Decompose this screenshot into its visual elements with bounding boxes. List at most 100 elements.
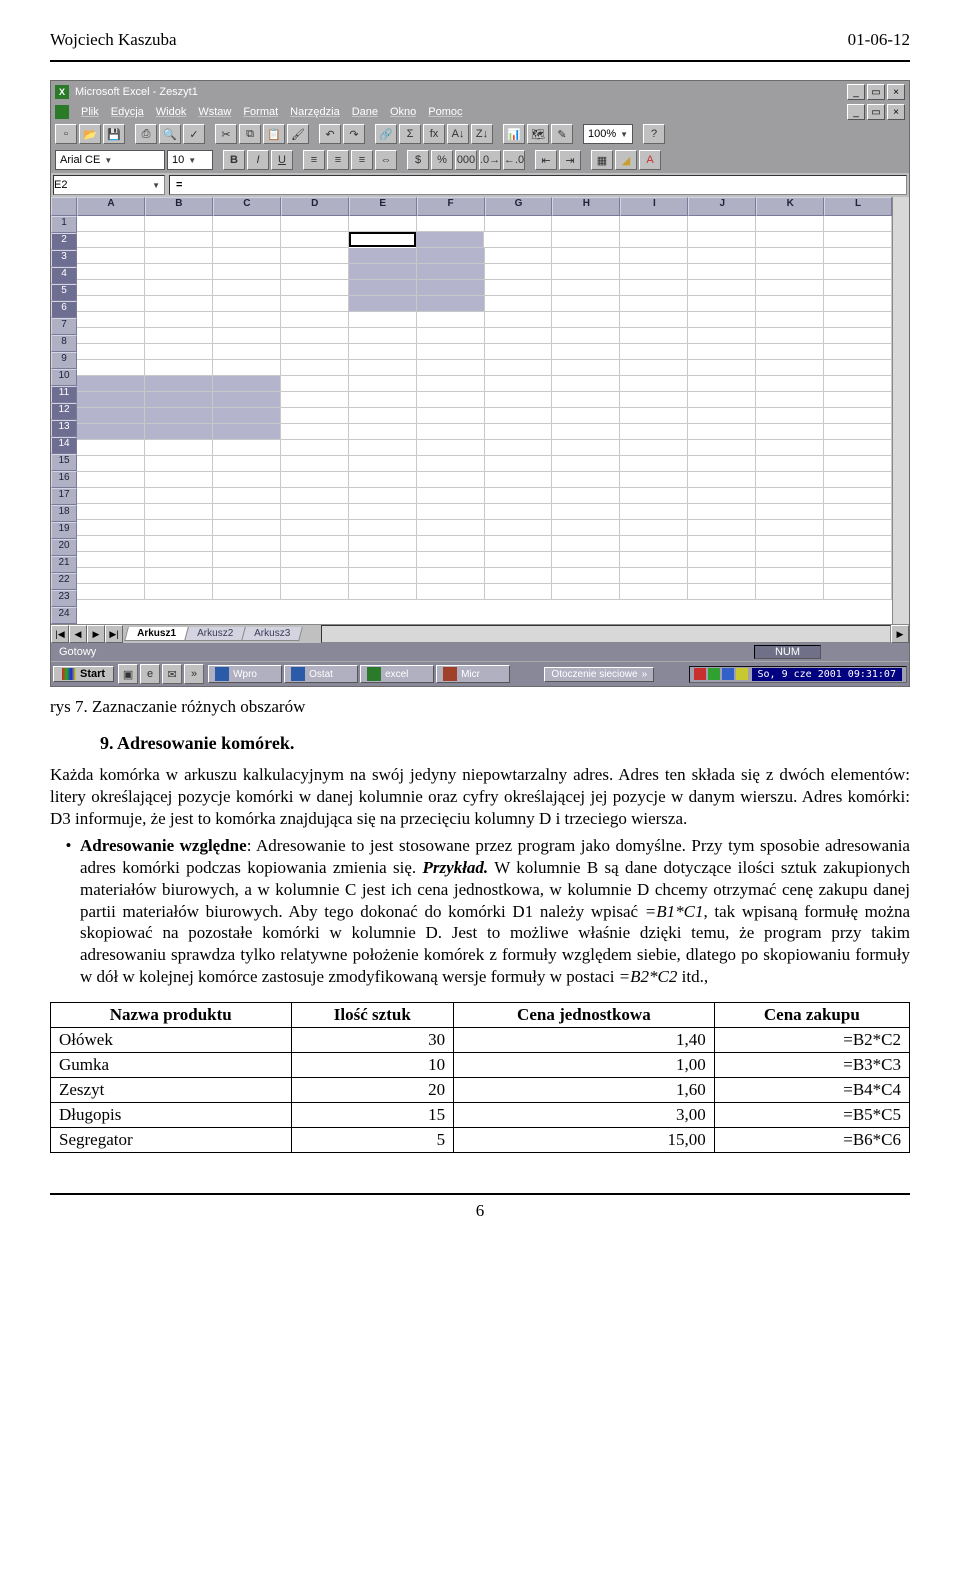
cell[interactable] [281,584,349,600]
font-color-icon[interactable]: A [639,150,661,170]
cell[interactable] [485,472,553,488]
cell[interactable] [145,312,213,328]
cell[interactable] [620,568,688,584]
cell[interactable] [824,440,892,456]
cell[interactable] [349,584,417,600]
cell[interactable] [484,232,552,248]
cell[interactable] [213,584,281,600]
cell[interactable] [349,280,417,296]
select-all-corner[interactable] [51,197,77,216]
cell[interactable] [281,488,349,504]
cell[interactable] [552,344,620,360]
col-header-G[interactable]: G [485,197,553,216]
cell[interactable] [77,424,145,440]
cell[interactable] [485,456,553,472]
cell[interactable] [145,360,213,376]
cell[interactable] [756,584,824,600]
cell[interactable] [145,584,213,600]
cell[interactable] [349,488,417,504]
cell[interactable] [145,264,213,280]
cell[interactable] [756,376,824,392]
mdi-minimize-button[interactable]: _ [847,104,865,120]
comma-icon[interactable]: 000 [455,150,477,170]
col-header-F[interactable]: F [417,197,485,216]
cell[interactable] [620,472,688,488]
cell[interactable] [281,520,349,536]
menu-okno[interactable]: Okno [390,106,416,118]
cell[interactable] [281,280,349,296]
cell[interactable] [688,456,756,472]
chart-icon[interactable]: 📊 [503,124,525,144]
cell[interactable] [145,344,213,360]
cell[interactable] [281,296,349,312]
cell[interactable] [824,456,892,472]
cell[interactable] [417,424,485,440]
cell[interactable] [552,536,620,552]
cell[interactable] [688,408,756,424]
cell[interactable] [824,504,892,520]
cell[interactable] [77,552,145,568]
cell[interactable] [756,568,824,584]
menu-pomoc[interactable]: Pomoc [428,106,462,118]
cell[interactable] [213,504,281,520]
cell[interactable] [688,424,756,440]
cell[interactable] [688,312,756,328]
save-icon[interactable]: 💾 [103,124,125,144]
cell[interactable] [485,568,553,584]
cell[interactable] [213,264,281,280]
cell[interactable] [552,552,620,568]
cell[interactable] [620,520,688,536]
col-header-J[interactable]: J [688,197,756,216]
cell[interactable] [824,488,892,504]
cell[interactable] [349,312,417,328]
zoom-combo[interactable]: 100%▼ [583,124,633,144]
cell[interactable] [485,264,553,280]
cell[interactable] [349,440,417,456]
cell[interactable] [349,216,417,232]
cell[interactable] [688,360,756,376]
cell[interactable] [552,584,620,600]
cell[interactable] [77,280,145,296]
cell[interactable] [688,504,756,520]
cut-icon[interactable]: ✂ [215,124,237,144]
cell[interactable] [688,328,756,344]
cell[interactable] [213,536,281,552]
cell[interactable] [281,568,349,584]
row-header-6[interactable]: 6 [51,301,77,318]
cell[interactable] [756,392,824,408]
cell[interactable] [824,376,892,392]
cell[interactable] [77,440,145,456]
tab-nav-first[interactable]: |◀ [51,625,69,643]
cell[interactable] [77,504,145,520]
cell[interactable] [417,344,485,360]
tab-nav-prev[interactable]: ◀ [69,625,87,643]
cell[interactable] [756,280,824,296]
cell[interactable] [824,248,892,264]
cell[interactable] [77,376,145,392]
cell[interactable] [213,472,281,488]
col-header-D[interactable]: D [281,197,349,216]
row-header-12[interactable]: 12 [51,403,77,420]
cell[interactable] [688,568,756,584]
cell[interactable] [688,472,756,488]
cell[interactable] [620,264,688,280]
cell[interactable] [77,360,145,376]
row-header-22[interactable]: 22 [51,573,77,590]
cell[interactable] [349,328,417,344]
cell[interactable] [213,568,281,584]
cell[interactable] [213,216,281,232]
cell[interactable] [552,328,620,344]
cell[interactable] [417,568,485,584]
cell[interactable] [417,280,485,296]
cell[interactable] [620,280,688,296]
tab-nav-last[interactable]: ▶| [105,625,123,643]
cell[interactable] [756,456,824,472]
cell[interactable] [552,472,620,488]
cell[interactable] [417,216,485,232]
cell[interactable] [417,440,485,456]
cell[interactable] [485,280,553,296]
cell[interactable] [485,328,553,344]
row-header-20[interactable]: 20 [51,539,77,556]
inc-decimal-icon[interactable]: .0→ [479,150,501,170]
cell[interactable] [824,472,892,488]
